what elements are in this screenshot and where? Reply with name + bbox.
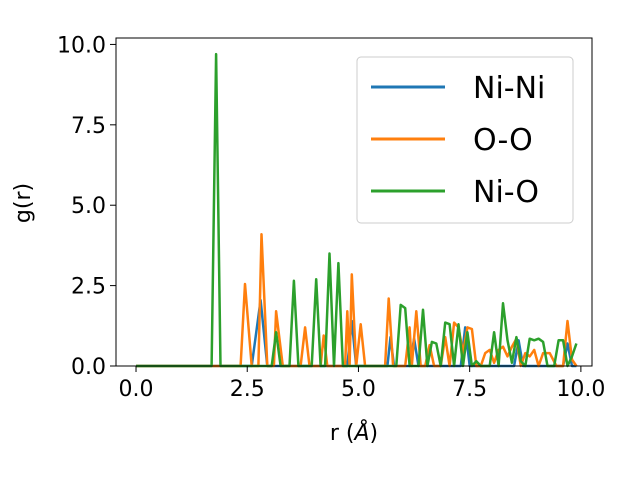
x-axis-label-unit: Å	[352, 419, 369, 446]
y-tick-label: 10.0	[57, 33, 106, 58]
x-axis: 0.0 2.5 5.0 7.5 10.0	[119, 366, 605, 402]
x-tick-label: 5.0	[341, 377, 376, 402]
x-tick-label: 0.0	[119, 377, 154, 402]
x-axis-label-main: r (	[330, 421, 355, 446]
y-axis: 0.0 2.5 5.0 7.5 10.0	[57, 33, 116, 380]
y-axis-label: g(r)	[11, 183, 36, 223]
y-tick-label: 5.0	[71, 194, 106, 219]
y-tick-label: 0.0	[71, 355, 106, 380]
x-axis-label-close: )	[370, 421, 379, 446]
x-tick-label: 10.0	[556, 377, 605, 402]
legend-label-ni-ni: Ni-Ni	[473, 71, 545, 106]
x-tick-label: 2.5	[230, 377, 265, 402]
legend: Ni-Ni O-O Ni-O	[356, 56, 574, 224]
series-line-o-o	[136, 232, 578, 368]
legend-frame	[356, 56, 574, 224]
plot-area-frame	[115, 37, 593, 367]
legend-label-o-o: O-O	[473, 123, 533, 158]
y-tick-label: 7.5	[71, 114, 106, 139]
x-tick-label: 7.5	[452, 377, 487, 402]
y-tick-label: 2.5	[71, 275, 106, 300]
x-axis-label: r (Å)	[330, 419, 378, 446]
legend-label-ni-o: Ni-O	[473, 175, 539, 210]
